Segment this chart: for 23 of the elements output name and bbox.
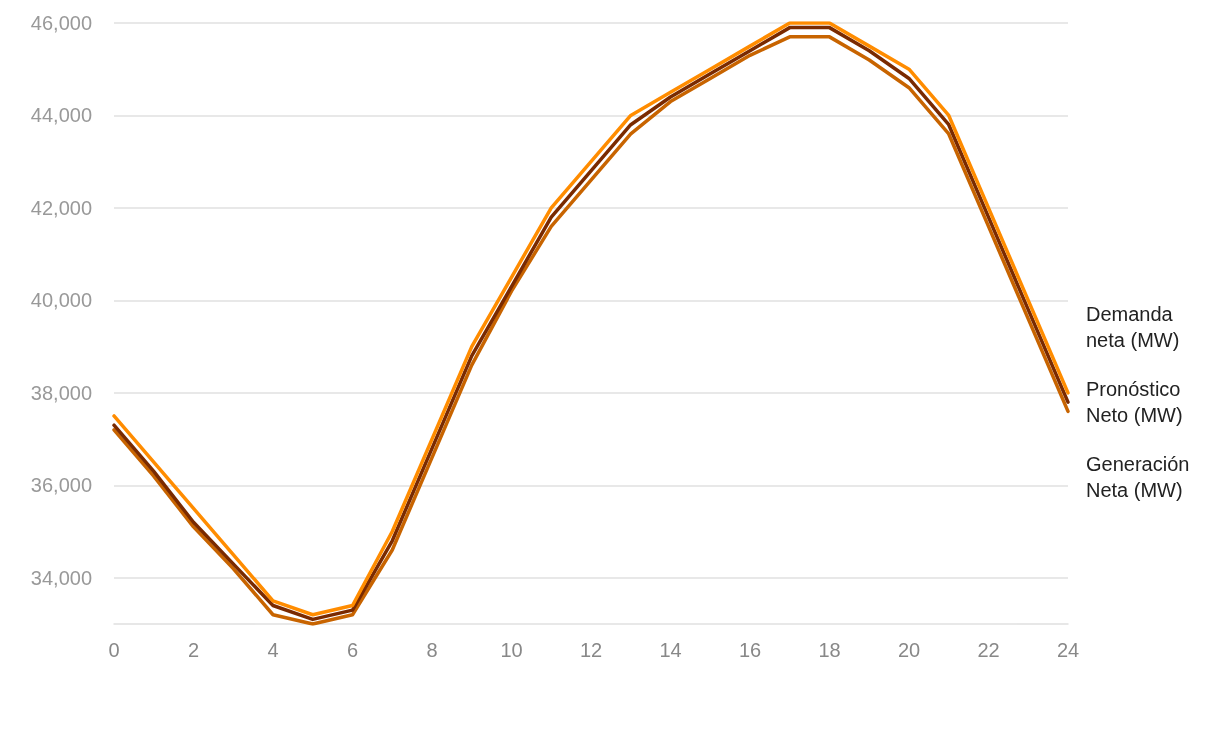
x-tick-label: 10 [500, 639, 523, 661]
y-tick-label: 46,000 [30, 12, 92, 34]
x-tick-label: 22 [977, 639, 1000, 661]
y-tick-label: 40,000 [30, 289, 92, 312]
y-tick-label: 34,000 [30, 566, 92, 589]
series-label: Pronóstico Neto (MW) [1086, 378, 1187, 427]
x-tick-label: 4 [267, 639, 279, 661]
x-tick-label: 20 [897, 639, 921, 661]
x-tick-label: 8 [426, 639, 438, 661]
x-tick-label: 0 [108, 639, 120, 661]
x-tick-label: 16 [738, 639, 762, 661]
x-tick-label: 18 [818, 639, 841, 661]
x-tick-label: 2 [187, 639, 200, 661]
x-tick-label: 24 [1056, 639, 1080, 661]
x-tick-label: 6 [346, 639, 359, 661]
y-tick-label: 38,000 [30, 381, 92, 404]
x-tick-label: 12 [579, 639, 603, 661]
y-tick-label: 42,000 [30, 196, 92, 219]
series-label: Demanda neta (MW) [1086, 302, 1180, 351]
x-tick-label: 14 [659, 639, 682, 661]
y-tick-label: 36,000 [30, 474, 92, 497]
text: Generación Neta (MW) [1086, 453, 1195, 502]
y-tick-label: 44,000 [30, 104, 92, 127]
